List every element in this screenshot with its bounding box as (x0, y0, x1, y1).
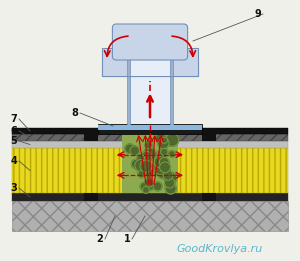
Circle shape (142, 187, 149, 193)
Bar (98, 124, 202, 134)
Text: 4: 4 (11, 156, 17, 166)
Circle shape (140, 160, 152, 172)
Text: 2: 2 (97, 234, 104, 244)
Bar (84, 128, 98, 141)
Bar (170, 48, 173, 76)
Bar (170, 76, 173, 125)
Bar (127, 48, 130, 76)
Text: 9: 9 (255, 9, 261, 19)
Circle shape (153, 165, 162, 175)
Bar (12, 193, 288, 201)
Circle shape (161, 137, 168, 143)
Bar (12, 201, 288, 231)
Bar (12, 128, 288, 134)
Circle shape (159, 157, 169, 167)
Bar (130, 36, 170, 76)
Circle shape (165, 183, 176, 194)
Circle shape (135, 159, 147, 171)
Circle shape (137, 155, 145, 163)
Text: GoodKrovlya.ru: GoodKrovlya.ru (177, 244, 263, 254)
Circle shape (163, 170, 173, 180)
Circle shape (140, 182, 148, 191)
Circle shape (156, 133, 166, 143)
Circle shape (142, 164, 155, 177)
Circle shape (160, 162, 170, 173)
Circle shape (146, 182, 154, 190)
FancyBboxPatch shape (112, 24, 188, 60)
Bar (202, 193, 216, 201)
Circle shape (161, 149, 168, 156)
Circle shape (138, 170, 145, 178)
Circle shape (145, 178, 154, 187)
Bar (84, 193, 98, 201)
Bar (98, 125, 202, 130)
Circle shape (158, 137, 169, 149)
Circle shape (165, 174, 175, 183)
Text: 6: 6 (11, 126, 17, 136)
Circle shape (154, 162, 167, 175)
Text: 8: 8 (72, 108, 78, 118)
Circle shape (130, 146, 140, 155)
Circle shape (166, 134, 179, 146)
Bar (130, 76, 170, 125)
Circle shape (144, 148, 156, 160)
Circle shape (154, 156, 166, 168)
Bar (102, 48, 198, 76)
Circle shape (167, 173, 177, 183)
Bar (122, 126, 178, 193)
Bar (122, 134, 178, 193)
Bar (12, 148, 288, 193)
Circle shape (169, 151, 175, 157)
Bar (202, 128, 216, 141)
Bar (127, 76, 130, 125)
Circle shape (131, 159, 140, 169)
Bar (12, 134, 288, 141)
Circle shape (157, 150, 167, 159)
Circle shape (158, 168, 168, 179)
Bar (12, 141, 288, 148)
Text: 3: 3 (11, 183, 17, 193)
Text: 1: 1 (124, 234, 130, 244)
Circle shape (164, 178, 175, 188)
Text: 7: 7 (11, 114, 17, 124)
Bar (102, 66, 198, 76)
Circle shape (141, 151, 152, 162)
Circle shape (135, 162, 144, 170)
Circle shape (145, 142, 152, 149)
Circle shape (153, 182, 162, 191)
Text: 5: 5 (11, 136, 17, 146)
Circle shape (125, 144, 134, 153)
